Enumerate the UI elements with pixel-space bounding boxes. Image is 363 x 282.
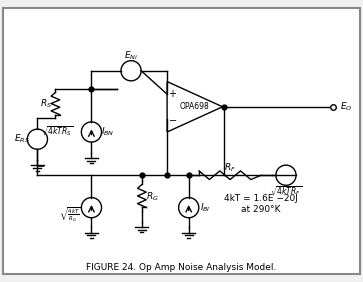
- Text: OPA698: OPA698: [180, 102, 210, 111]
- Text: $-$: $-$: [36, 160, 46, 170]
- Text: $\sqrt{4kTR_S}$: $\sqrt{4kTR_S}$: [41, 124, 73, 138]
- Text: $E_{Ni}$: $E_{Ni}$: [124, 49, 138, 62]
- Text: $R_F$: $R_F$: [224, 161, 236, 173]
- Text: FIGURE 24. Op Amp Noise Analysis Model.: FIGURE 24. Op Amp Noise Analysis Model.: [86, 263, 277, 272]
- Text: $I_{BN}$: $I_{BN}$: [101, 126, 114, 138]
- Text: $R_S$: $R_S$: [40, 97, 53, 110]
- Text: $R_G$: $R_G$: [146, 191, 158, 203]
- Text: +: +: [168, 89, 176, 99]
- Text: $-$: $-$: [168, 114, 177, 124]
- Text: $\sqrt{\frac{4kT}{R_G}}$: $\sqrt{\frac{4kT}{R_G}}$: [58, 205, 81, 224]
- Text: $E_O$: $E_O$: [340, 100, 352, 113]
- Text: $I_{BI}$: $I_{BI}$: [200, 201, 210, 214]
- Text: 4kT = 1.6E −20J
at 290°K: 4kT = 1.6E −20J at 290°K: [224, 194, 298, 214]
- FancyBboxPatch shape: [3, 8, 360, 274]
- Text: $E_{RS}$: $E_{RS}$: [14, 133, 30, 146]
- Text: $\sqrt{4kTR_F}$: $\sqrt{4kTR_F}$: [270, 185, 302, 198]
